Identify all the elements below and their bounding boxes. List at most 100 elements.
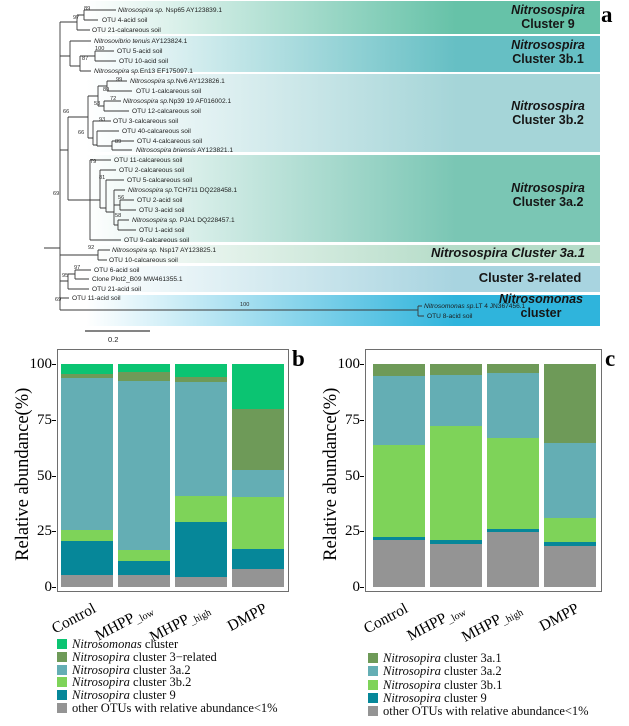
legend-swatch xyxy=(368,666,378,677)
panel-letter-b: b xyxy=(292,346,305,371)
x-category-base: DMPP xyxy=(224,600,270,635)
bar-segment xyxy=(544,545,596,587)
bootstrap-value: 89 xyxy=(115,139,122,145)
taxon-label: OTU 5-acid soil xyxy=(117,47,163,55)
bar-segment xyxy=(544,542,596,546)
y-tick-label: 100 xyxy=(337,356,361,372)
taxon-label: OTU 1-acid soil xyxy=(139,226,185,234)
bar-segment xyxy=(118,561,170,575)
bootstrap-value: 93 xyxy=(99,117,106,123)
y-tick-label: 50 xyxy=(345,467,360,484)
taxon-label: Nitrosospira briensis AY123821.1 xyxy=(136,146,234,154)
bar-segment xyxy=(430,543,482,587)
taxon-label: Nitrosospira sp.Np39 19 AF016002.1 xyxy=(123,97,232,105)
bootstrap-value: 72 xyxy=(110,96,117,102)
taxon-label: OTU 40-calcareous soil xyxy=(122,127,191,135)
phylogenetic-tree-panel: Nitrosospira Cluster 9 Nitrosospira Cluster… xyxy=(0,0,629,345)
bootstrap-value: 81 xyxy=(99,175,106,181)
y-tick-label: 0 xyxy=(352,579,361,595)
bar-segment xyxy=(430,364,482,376)
y-tick-mark xyxy=(360,531,364,533)
phylogenetic-tree-lines xyxy=(44,9,424,332)
legend-item: Nitrosopira cluster 3a.2 xyxy=(368,665,502,678)
cluster-band-nitrosospira-cluster-3a2 xyxy=(86,155,600,242)
bar-segment xyxy=(373,536,425,541)
cluster-label-line2: Cluster 3a.2 xyxy=(512,195,584,210)
y-tick-mark xyxy=(360,475,364,477)
legend-swatch xyxy=(368,679,378,690)
cluster-label-line1: Nitrosospira xyxy=(511,181,585,195)
legend-item: Nitrosopira cluster 3−related xyxy=(57,651,217,664)
y-tick-label: 25 xyxy=(345,523,360,540)
taxon-label: OTU 10-acid soil xyxy=(119,57,169,65)
cluster-label-line2: Cluster 3b.1 xyxy=(512,52,584,67)
bar-segment xyxy=(175,495,227,523)
taxon-label: OTU 2-calcareous soil xyxy=(119,166,185,174)
bar-segment xyxy=(430,426,482,541)
bar-segment xyxy=(373,364,425,377)
cluster-label-nitrosospira-cluster-3a1: Nitrosospira Cluster 3a.1 xyxy=(428,245,588,261)
bar-segment xyxy=(118,371,170,381)
taxon-label: Clone Plot2_B09 MW461355.1 xyxy=(92,275,183,283)
y-tick-label: 25 xyxy=(37,523,52,540)
legend-item: Nitrosopira cluster 9 xyxy=(57,689,176,702)
bar-segment xyxy=(175,377,227,382)
tree-branches xyxy=(44,9,424,317)
bar-segment xyxy=(487,532,539,587)
bootstrap-value: 100 xyxy=(95,46,105,52)
cluster-band-nitrosospira-cluster-3a1 xyxy=(86,245,600,263)
taxon-label: OTU 3-calcareous soil xyxy=(113,117,179,125)
bar-segment xyxy=(118,550,170,562)
bootstrap-value: 53 xyxy=(94,101,101,107)
bar-segment xyxy=(430,375,482,427)
x-category-subscript: _high xyxy=(187,607,214,628)
bar-segment xyxy=(232,549,284,570)
cluster-label-line1: Nitrosomonas xyxy=(498,292,584,306)
bar-segment xyxy=(373,445,425,537)
bar-segment xyxy=(544,517,596,543)
bar-segment xyxy=(61,374,113,379)
bar-segment xyxy=(487,372,539,438)
cluster-band-cluster-3-related xyxy=(86,266,600,292)
y-tick-mark xyxy=(360,587,364,588)
bar-segment xyxy=(118,574,170,587)
cluster-band-nitrosospira-cluster-9 xyxy=(86,1,600,34)
taxon-label: OTU 10-calcareous soil xyxy=(109,256,178,264)
bootstrap-value: 89 xyxy=(103,87,110,93)
panel-letter-a: a xyxy=(601,2,613,27)
bootstrap-value: 69 xyxy=(53,191,60,197)
taxon-label: OTU 2-acid soil xyxy=(137,196,183,204)
bar-segment xyxy=(232,408,284,470)
y-tick-mark xyxy=(360,364,364,365)
y-tick-mark xyxy=(52,364,56,365)
bar-segment xyxy=(175,364,227,378)
bar-segment xyxy=(61,364,113,375)
legend-item: Nitrosopira cluster 9 xyxy=(368,692,487,705)
bootstrap-value: 79 xyxy=(90,159,97,165)
cluster-label-line1: Nitrosospira xyxy=(511,38,585,52)
bar-segment xyxy=(118,380,170,551)
bar-segment xyxy=(61,530,113,542)
legend-item: Nitrosomonas cluster xyxy=(57,638,178,651)
legend-swatch xyxy=(368,706,378,717)
scale-bar-label: 0.2 xyxy=(108,335,119,344)
taxon-label: Nitrosospira sp. Nsp65 AY123839.1 xyxy=(118,6,222,14)
bootstrap-value: 100 xyxy=(240,302,250,308)
legend-swatch xyxy=(368,692,378,703)
legend-item: Nitrosopira cluster 3a.2 xyxy=(57,663,191,677)
bar-segment xyxy=(232,364,284,409)
x-category-subscript: _low xyxy=(133,607,157,627)
taxon-label: OTU 1-calcareous soil xyxy=(136,87,202,95)
bar-segment xyxy=(61,378,113,531)
bar-segment xyxy=(175,522,227,577)
x-category-subscript: _low xyxy=(445,607,469,627)
panel-letter-c: c xyxy=(605,346,616,371)
legend-swatch xyxy=(57,690,67,701)
legend-swatch xyxy=(57,703,67,713)
bootstrap-value: 97 xyxy=(74,265,81,271)
bar-segment xyxy=(487,437,539,529)
bar-segment xyxy=(232,496,284,550)
cluster-label-nitrosospira-cluster-3b2: Nitrosospira Cluster 3b.2 xyxy=(473,99,623,128)
cluster-label-line2: cluster xyxy=(520,306,562,321)
taxon-label: Nitrosospira sp.TCH711 DQ228458.1 xyxy=(128,186,238,194)
